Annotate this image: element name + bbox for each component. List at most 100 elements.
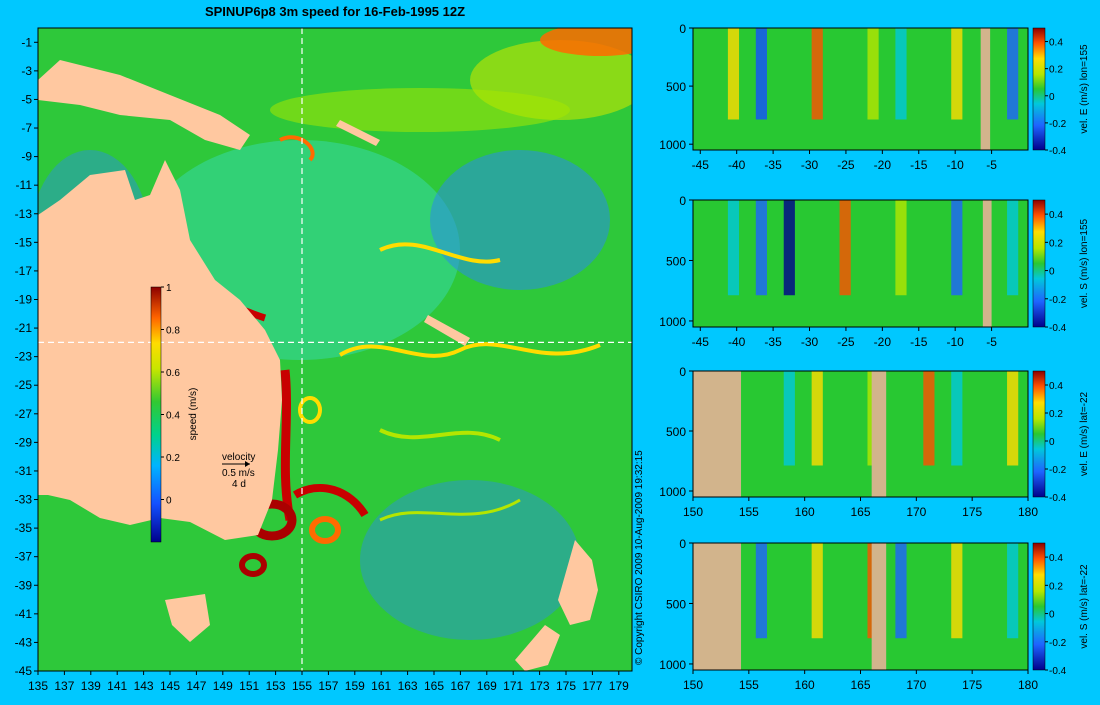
section-field-band: [727, 200, 740, 296]
section-panel-2: -45 -40 -35 -30 -25 -20 -15 -10 -5 0 500 1000 0.4 0.2…: [659, 194, 1090, 349]
velocity-key-label: velocity: [222, 452, 255, 463]
section-panel-4: 150 155 160 165 170 175 180 0 500 1000 0.4 0.2 0 -0.2…: [659, 537, 1090, 692]
section-panel-3: 150 155 160 165 170 175 180 0 500 1000 0.4 0.2 0 -0.2…: [659, 365, 1090, 519]
section-field-band: [811, 371, 823, 466]
section-field-band: [979, 543, 991, 639]
section-field-band: [783, 28, 795, 120]
section-y-tick-label: 500: [666, 80, 686, 94]
section-x-tick-label: -30: [801, 335, 819, 349]
section-field-band: [755, 28, 767, 120]
section-colorbar-tick-label: 0.4: [1049, 553, 1063, 564]
section-x-tick-label: 155: [739, 505, 759, 519]
section-field-band: [839, 200, 851, 296]
map-y-tick-label: -9: [21, 150, 32, 164]
map-x-tick-label: 171: [503, 679, 523, 693]
map-colorbar-tick-label: 0.2: [166, 453, 180, 464]
map-x-tick-label: 145: [160, 679, 180, 693]
map-x-tick-label: 143: [134, 679, 154, 693]
map-x-tick-label: 137: [54, 679, 74, 693]
section-colorbar-tick-label: 0: [1049, 437, 1055, 448]
section-colorbar-tick-label: 0.4: [1049, 381, 1063, 392]
map-x-tick-label: 161: [371, 679, 391, 693]
map-x-tick-label: 141: [107, 679, 127, 693]
map-x-tick-label: 167: [450, 679, 470, 693]
section-x-tick-label: -25: [837, 335, 855, 349]
section-y-tick-label: 1000: [659, 658, 686, 672]
velocity-key-arrowhead: [245, 461, 250, 467]
section-x-tick-label: 150: [683, 678, 703, 692]
section-field-band: [867, 200, 879, 296]
section-colorbar-tick-label: 0.2: [1049, 409, 1063, 420]
section-land: [980, 28, 991, 150]
section-colorbar-tick-label: -0.2: [1049, 465, 1067, 476]
section-y-tick-label: 500: [666, 425, 686, 439]
section-y-tick-label: 0: [679, 194, 686, 208]
section-colorbar-tick-label: -0.4: [1049, 666, 1067, 677]
section-colorbar: [1032, 27, 1046, 151]
map-colorbar: 0 0.2 0.4 0.6 0.8 1 speed (m/s): [150, 283, 199, 543]
map-x-tick-label: 179: [609, 679, 629, 693]
section-field-band: [839, 371, 851, 466]
section-x-tick-label: -30: [801, 158, 819, 172]
section-field: [693, 371, 1028, 497]
section-colorbar: [1032, 199, 1046, 328]
section-field: [693, 543, 1028, 670]
copyright-note: © Copyright CSIRO 2009 10-Aug-2009 19:32…: [634, 450, 645, 665]
map-x-tick-label: 163: [398, 679, 418, 693]
map-y-tick-label: -1: [21, 35, 32, 49]
section-field-band: [923, 543, 935, 639]
section-colorbar-label: vel. E (m/s) lat=-22: [1079, 391, 1090, 476]
map-y-tick-label: -39: [15, 578, 33, 592]
section-y-tick-label: 0: [679, 22, 686, 36]
map-y-axis: -1 -3 -5 -7 -9 -11 -13 -15 -17 -19 -21 -23 -25 -27 -29…: [15, 35, 38, 678]
section-field: [693, 200, 1028, 327]
map-x-axis: 135 137 139 141 143 145 147 149 151 153 155 157 159 1…: [28, 671, 629, 693]
section-x-tick-label: -10: [947, 335, 965, 349]
map-y-tick-label: -27: [15, 407, 33, 421]
section-x-tick-label: 175: [962, 505, 982, 519]
section-colorbar-tick-label: -0.2: [1049, 638, 1067, 649]
section-field-band: [699, 28, 712, 120]
map-y-tick-label: -19: [15, 292, 33, 306]
section-colorbar-tick-label: -0.4: [1049, 493, 1067, 504]
section-land: [871, 371, 887, 497]
section-x-tick-label: 170: [906, 678, 926, 692]
section-colorbar: [1032, 542, 1046, 671]
map-x-tick-label: 147: [186, 679, 206, 693]
map-frame: [37, 27, 633, 672]
section-field-band: [895, 371, 907, 466]
section-x-tick-label: -20: [874, 158, 892, 172]
section-colorbar-tick-label: -0.4: [1049, 146, 1067, 157]
section-x-tick-label: 180: [1018, 505, 1038, 519]
map-y-tick-label: -37: [15, 550, 33, 564]
map-y-tick-label: -43: [15, 635, 33, 649]
map-y-tick-label: -41: [15, 607, 33, 621]
section-field-band: [895, 28, 907, 120]
map-y-tick-label: -21: [15, 321, 33, 335]
map-colorbar-tick-label: 0.6: [166, 368, 180, 379]
section-colorbar-label: vel. S (m/s) lon=155: [1079, 218, 1090, 308]
section-field-band: [1007, 543, 1019, 639]
section-field-band: [783, 371, 795, 466]
section-colorbar-tick-label: 0.4: [1049, 210, 1063, 221]
section-field-band: [755, 371, 767, 466]
section-colorbar-label: vel. S (m/s) lat=-22: [1079, 564, 1090, 649]
section-field-band: [811, 28, 823, 120]
section-colorbar-label: vel. E (m/s) lon=155: [1079, 44, 1090, 134]
section-colorbar-tick-label: -0.4: [1049, 323, 1067, 334]
map-y-tick-label: -15: [15, 235, 33, 249]
section-field-band: [755, 543, 767, 639]
section-colorbar-tick-label: 0: [1049, 610, 1055, 621]
section-y-tick-label: 0: [679, 365, 686, 379]
map-field: [38, 28, 632, 671]
map-x-tick-label: 169: [477, 679, 497, 693]
section-colorbar-tick-label: -0.2: [1049, 119, 1067, 130]
section-field-band: [951, 543, 963, 639]
map-colorbar-ticks: 0 0.2 0.4 0.6 0.8 1: [161, 283, 180, 507]
section-land: [693, 543, 742, 670]
map-colorbar-bar: [150, 286, 162, 543]
map-x-tick-label: 165: [424, 679, 444, 693]
section-field-band: [1007, 200, 1019, 296]
section-field-band: [951, 28, 963, 120]
